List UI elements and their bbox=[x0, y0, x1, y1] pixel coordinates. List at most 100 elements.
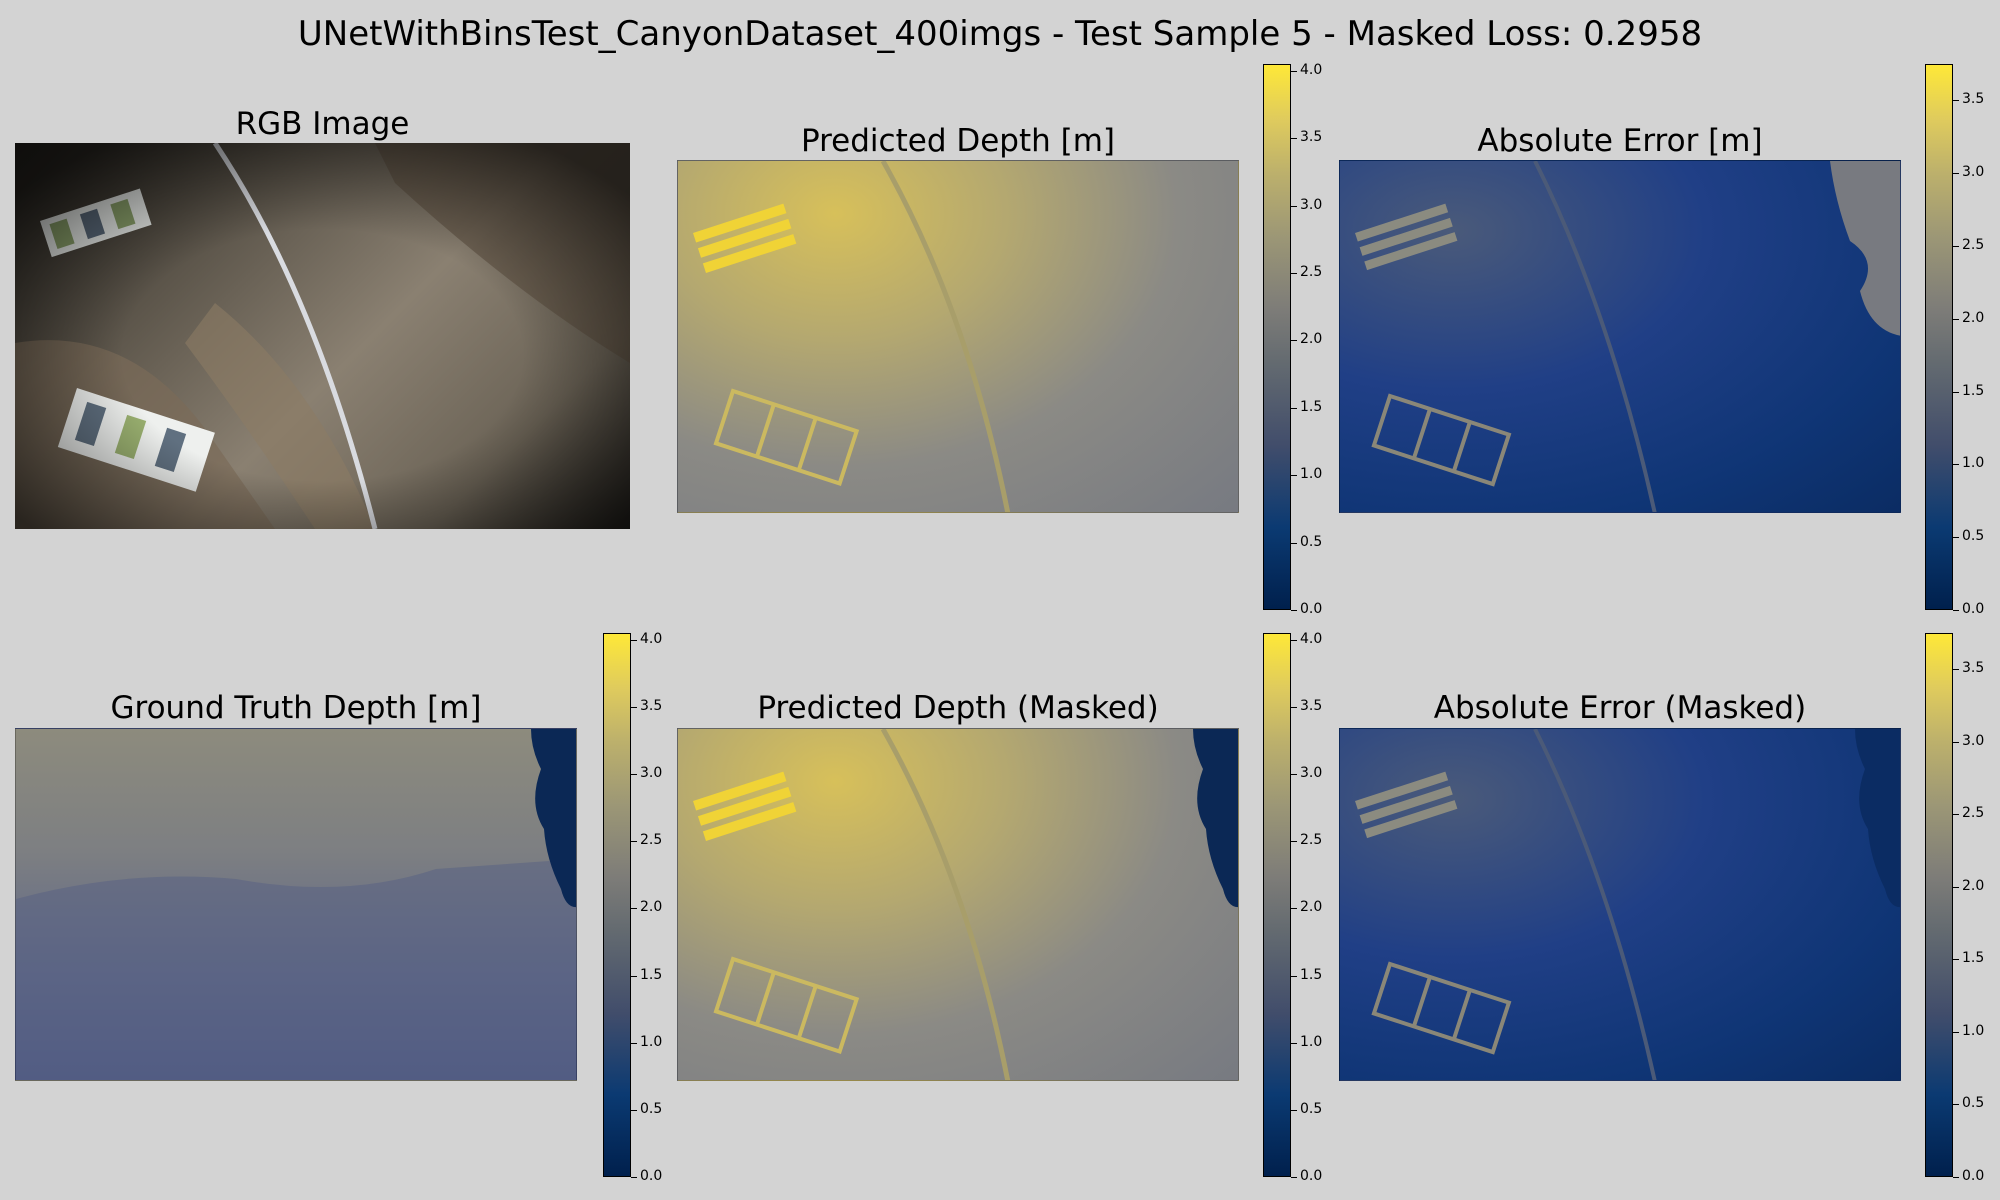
pred-masked-colorbar-tick-label: 0.0 bbox=[1300, 1168, 1323, 1184]
error-masked-colorbar-tick-label: 1.5 bbox=[1962, 950, 1985, 966]
error-colorbar-tick-mark bbox=[1953, 537, 1959, 538]
pred-depth-colorbar-tick-label: 3.5 bbox=[1300, 129, 1323, 145]
pred-depth-colorbar-tick-label: 1.5 bbox=[1300, 399, 1323, 415]
pred-masked-colorbar-tick-mark bbox=[1291, 976, 1297, 977]
gt-depth-colorbar-tick-mark bbox=[631, 1043, 637, 1044]
error-colorbar-tick-mark bbox=[1953, 392, 1959, 393]
error-colorbar-tick-label: 1.0 bbox=[1962, 455, 1985, 471]
error-colorbar bbox=[1925, 64, 1953, 610]
gt-depth-colorbar-tick-label: 3.5 bbox=[640, 698, 663, 714]
pred-panel-title: Predicted Depth [m] bbox=[800, 123, 1116, 159]
pred-depth-colorbar-tick-label: 4.0 bbox=[1300, 62, 1323, 78]
pred-depth-colorbar-tick-mark bbox=[1291, 610, 1297, 611]
error-masked-colorbar-tick-mark bbox=[1953, 959, 1959, 960]
error-colorbar-tick-label: 3.5 bbox=[1962, 91, 1985, 107]
pred-depth-colorbar-tick-mark bbox=[1291, 408, 1297, 409]
pred-masked-colorbar-tick-mark bbox=[1291, 1110, 1297, 1111]
error-panel-title: Absolute Error [m] bbox=[1477, 123, 1763, 159]
gt-panel-title: Ground Truth Depth [m] bbox=[110, 690, 482, 726]
pred-masked-panel-title: Predicted Depth (Masked) bbox=[757, 690, 1159, 726]
pred-masked-colorbar bbox=[1263, 633, 1291, 1177]
error-colorbar-tick-mark bbox=[1953, 100, 1959, 101]
pred-masked-colorbar-tick-mark bbox=[1291, 640, 1297, 641]
pred-depth-colorbar-tick-label: 2.5 bbox=[1300, 264, 1323, 280]
pred-masked-colorbar-tick-mark bbox=[1291, 1043, 1297, 1044]
pred-masked-colorbar-tick-mark bbox=[1291, 908, 1297, 909]
rgb-image bbox=[15, 143, 630, 529]
pred-masked-colorbar-tick-label: 1.0 bbox=[1300, 1034, 1323, 1050]
pred-masked-colorbar-tick-label: 3.5 bbox=[1300, 698, 1323, 714]
error-masked-colorbar-tick-label: 2.5 bbox=[1962, 805, 1985, 821]
error-masked-colorbar-tick-label: 1.0 bbox=[1962, 1023, 1985, 1039]
pred-depth-colorbar-tick-mark bbox=[1291, 71, 1297, 72]
error-masked-colorbar-tick-mark bbox=[1953, 814, 1959, 815]
pred-masked-colorbar-tick-label: 2.5 bbox=[1300, 832, 1323, 848]
pred-depth-colorbar-tick-label: 0.5 bbox=[1300, 534, 1323, 550]
error-colorbar-tick-mark bbox=[1953, 319, 1959, 320]
gt-depth-colorbar bbox=[603, 633, 631, 1177]
pred-masked-colorbar-tick-mark bbox=[1291, 774, 1297, 775]
pred-depth-colorbar-tick-mark bbox=[1291, 340, 1297, 341]
error-colorbar-tick-mark bbox=[1953, 610, 1959, 611]
error-masked-colorbar-tick-mark bbox=[1953, 1104, 1959, 1105]
error-masked-colorbar-tick-label: 0.0 bbox=[1962, 1168, 1985, 1184]
error-masked-colorbar-tick-mark bbox=[1953, 1177, 1959, 1178]
gt-depth-colorbar-tick-label: 2.5 bbox=[640, 832, 663, 848]
pred-masked-colorbar-tick-label: 4.0 bbox=[1300, 631, 1323, 647]
pred-masked-colorbar-tick-label: 3.0 bbox=[1300, 765, 1323, 781]
pred-depth-colorbar-tick-mark bbox=[1291, 138, 1297, 139]
error-masked-colorbar bbox=[1925, 633, 1953, 1177]
error-masked-colorbar-tick-label: 3.0 bbox=[1962, 733, 1985, 749]
rgb-panel-title: RGB Image bbox=[235, 106, 410, 142]
error-masked-colorbar-tick-mark bbox=[1953, 669, 1959, 670]
pred-depth-colorbar-tick-mark bbox=[1291, 206, 1297, 207]
error-masked-colorbar-tick-mark bbox=[1953, 887, 1959, 888]
abs-error-masked-map bbox=[1339, 728, 1901, 1081]
error-colorbar-tick-label: 3.0 bbox=[1962, 164, 1985, 180]
pred-depth-colorbar-tick-label: 1.0 bbox=[1300, 466, 1323, 482]
error-colorbar-tick-label: 0.0 bbox=[1962, 601, 1985, 617]
pred-masked-colorbar-tick-label: 1.5 bbox=[1300, 967, 1323, 983]
gt-depth-colorbar-tick-mark bbox=[631, 976, 637, 977]
gt-depth-colorbar-tick-label: 1.0 bbox=[640, 1034, 663, 1050]
gt-depth-colorbar-tick-mark bbox=[631, 841, 637, 842]
gt-depth-map bbox=[15, 728, 577, 1081]
gt-depth-colorbar-tick-label: 0.0 bbox=[640, 1168, 663, 1184]
error-colorbar-tick-label: 2.5 bbox=[1962, 237, 1985, 253]
gt-depth-colorbar-tick-mark bbox=[631, 707, 637, 708]
pred-depth-colorbar-tick-mark bbox=[1291, 273, 1297, 274]
figure-title: UNetWithBinsTest_CanyonDataset_400imgs -… bbox=[297, 14, 1703, 54]
error-masked-colorbar-tick-label: 2.0 bbox=[1962, 878, 1985, 894]
error-colorbar-tick-mark bbox=[1953, 246, 1959, 247]
error-masked-panel-title: Absolute Error (Masked) bbox=[1433, 690, 1807, 726]
gt-depth-colorbar-tick-mark bbox=[631, 640, 637, 641]
error-masked-colorbar-tick-mark bbox=[1953, 1032, 1959, 1033]
pred-masked-colorbar-tick-mark bbox=[1291, 841, 1297, 842]
gt-depth-colorbar-tick-label: 4.0 bbox=[640, 631, 663, 647]
pred-masked-colorbar-tick-label: 0.5 bbox=[1300, 1101, 1323, 1117]
abs-error-map bbox=[1339, 160, 1901, 513]
pred-depth-colorbar-tick-label: 0.0 bbox=[1300, 601, 1323, 617]
pred-masked-colorbar-tick-mark bbox=[1291, 707, 1297, 708]
pred-masked-colorbar-tick-mark bbox=[1291, 1177, 1297, 1178]
gt-depth-colorbar-tick-mark bbox=[631, 908, 637, 909]
pred-depth-masked-map bbox=[677, 728, 1239, 1081]
pred-depth-colorbar-tick-mark bbox=[1291, 543, 1297, 544]
pred-depth-map bbox=[677, 160, 1239, 513]
error-masked-colorbar-tick-label: 3.5 bbox=[1962, 660, 1985, 676]
gt-depth-colorbar-tick-mark bbox=[631, 774, 637, 775]
error-colorbar-tick-label: 0.5 bbox=[1962, 528, 1985, 544]
pred-masked-colorbar-tick-label: 2.0 bbox=[1300, 899, 1323, 915]
error-colorbar-tick-mark bbox=[1953, 464, 1959, 465]
gt-depth-colorbar-tick-label: 2.0 bbox=[640, 899, 663, 915]
error-colorbar-tick-label: 1.5 bbox=[1962, 383, 1985, 399]
gt-depth-colorbar-tick-mark bbox=[631, 1110, 637, 1111]
gt-depth-colorbar-tick-label: 1.5 bbox=[640, 967, 663, 983]
pred-depth-colorbar-tick-mark bbox=[1291, 475, 1297, 476]
gt-depth-colorbar-tick-mark bbox=[631, 1177, 637, 1178]
pred-depth-colorbar bbox=[1263, 64, 1291, 610]
pred-depth-colorbar-tick-label: 2.0 bbox=[1300, 331, 1323, 347]
error-colorbar-tick-label: 2.0 bbox=[1962, 310, 1985, 326]
gt-depth-colorbar-tick-label: 3.0 bbox=[640, 765, 663, 781]
error-masked-colorbar-tick-mark bbox=[1953, 742, 1959, 743]
